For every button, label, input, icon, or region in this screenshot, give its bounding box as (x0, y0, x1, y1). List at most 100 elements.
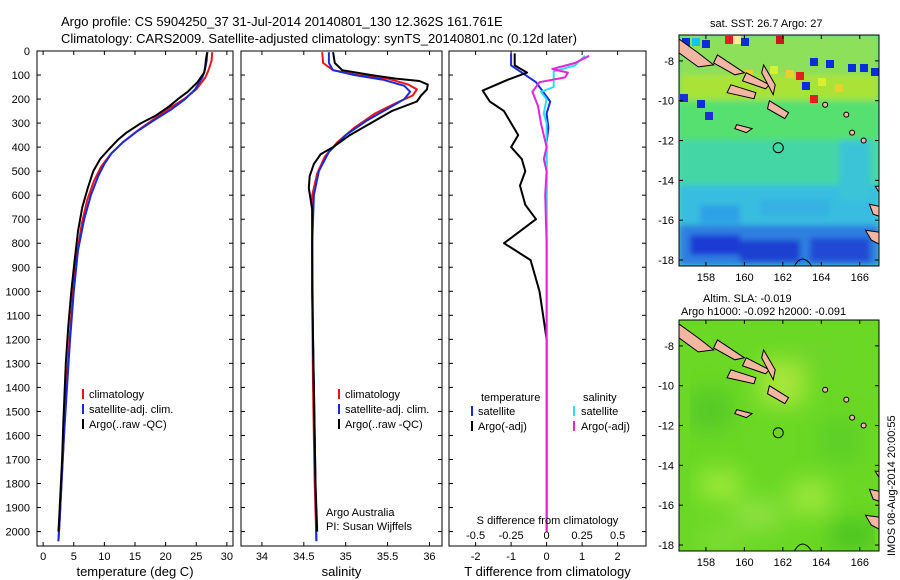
x-tick-label: 34.5 (293, 551, 314, 563)
s-axis-label: S difference from climatology (477, 515, 619, 527)
map-x-tick-label: 166 (851, 557, 869, 569)
sst-pixel (871, 68, 879, 76)
map-x-tick-label: 164 (812, 272, 830, 284)
sst-pixel (802, 82, 810, 90)
plot-salinity: 34 34.5 35 35.5 36 salinity climatology satelli… (240, 50, 443, 579)
island-shape (868, 488, 879, 502)
x-tick-label: -2 (471, 551, 481, 563)
x-tick-label: 0 (544, 551, 550, 563)
map-y-tick-label: -8 (664, 341, 674, 353)
map-x-tick-label: 160 (735, 272, 753, 284)
islet-shape (843, 111, 850, 118)
island-shape (766, 384, 790, 405)
depth-tick-label: 1200 (6, 334, 30, 346)
sst-cool-patch (840, 140, 870, 200)
depth-tick-label: 800 (12, 238, 30, 250)
argo-position-marker (772, 142, 784, 154)
sla-map-title-2: Argo h1000: -0.092 h2000: -0.091 (681, 306, 846, 318)
sst-cool-patch (810, 238, 870, 262)
map-y-tick-label: -16 (658, 215, 674, 227)
s-tick-label: 0.25 (571, 530, 592, 542)
legend-label: satellite-adj. clim. (89, 404, 173, 416)
sla-map-frame (678, 319, 880, 552)
islet-shape (860, 422, 867, 429)
sst-pixel (741, 38, 749, 46)
sla-map-axes: 158 160 162 164 166 -8 -10 -12 -14 -16 -18 (658, 320, 879, 569)
sla-patch (700, 525, 740, 551)
map-x-tick-label: 162 (774, 272, 792, 284)
sla-map (679, 320, 879, 551)
x-tick-label: 0 (40, 551, 46, 563)
sst-pixel (770, 66, 778, 74)
depth-tick-label: 0 (24, 46, 30, 58)
map-x-tick-label: 158 (697, 272, 715, 284)
sst-cool-patch (700, 205, 740, 223)
x-tick-label: 25 (190, 551, 202, 563)
reef-outline (793, 258, 813, 266)
x-tick-label: 20 (160, 551, 172, 563)
sst-pixel (860, 64, 868, 72)
depth-tick-label: 300 (12, 118, 30, 130)
map-y-tick-label: -12 (658, 136, 674, 148)
x-tick-label: -1 (506, 551, 516, 563)
header-line-2: Climatology: CARS2009. Satellite-adjuste… (61, 31, 577, 46)
x-tick-label: 34 (256, 551, 268, 563)
header-line-1: Argo profile: CS 5904250_37 31-Jul-2014 … (61, 14, 503, 29)
s-tick-label: -0.5 (466, 530, 485, 542)
map-y-tick-label: -8 (664, 56, 674, 68)
series-line-argo-raw-qc- (57, 52, 209, 532)
series-line-s-argo-adj- (531, 54, 590, 532)
depth-tick-label: 1900 (6, 503, 30, 515)
sst-pixel (810, 58, 818, 66)
sst-pixel (697, 100, 705, 108)
legend-title-temperature: temperature (481, 392, 540, 404)
island-shape (766, 99, 790, 120)
legend-label: satellite (581, 406, 618, 418)
sla-cells (690, 340, 875, 551)
island-shape (712, 54, 746, 76)
side-stamp: IMOS 08-Aug-2014 20:00:55 (886, 415, 898, 556)
islet-shape (860, 137, 867, 144)
depth-tick-label: 100 (12, 70, 30, 82)
sst-map-title: sat. SST: 26.7 Argo: 27 (710, 18, 823, 30)
sla-land (679, 323, 879, 551)
x-tick-label: 35.5 (377, 551, 398, 563)
depth-tick-label: 1100 (6, 310, 30, 322)
reef-outline (793, 543, 813, 551)
profile-plots: 0100200300400500600700800900100011001200… (6, 46, 647, 579)
x-tick-label: 2 (615, 551, 621, 563)
x-axis-label: temperature (deg C) (76, 564, 193, 579)
legend-label: Argo(..raw -QC) (345, 419, 423, 431)
x-axis-label: T difference from climatology (464, 564, 631, 579)
sst-pixel (848, 64, 856, 72)
sst-pixel (702, 40, 710, 48)
map-y-tick-label: -10 (658, 96, 674, 108)
sla-patch (830, 520, 875, 550)
depth-tick-label: 400 (12, 142, 30, 154)
island-shape (734, 409, 754, 419)
legend-label: Argo(-adj) (478, 421, 527, 433)
islet-shape (849, 414, 856, 421)
depth-tick-label: 2000 (6, 527, 30, 539)
sla-patch (690, 390, 730, 430)
axes-box (240, 50, 443, 547)
x-tick-label: 36 (423, 551, 435, 563)
sla-map-title: Altim. SLA: -0.019 (703, 293, 792, 305)
sst-pixel (786, 70, 794, 78)
island-shape (741, 72, 771, 90)
map-x-tick-label: 158 (697, 557, 715, 569)
sst-pixel (705, 112, 713, 120)
s-tick-label: 0 (544, 530, 550, 542)
x-axis-label: salinity (322, 564, 362, 579)
depth-tick-label: 700 (12, 214, 30, 226)
depth-tick-label: 500 (12, 166, 30, 178)
series-line-t-satellite (510, 53, 552, 532)
island-shape (712, 339, 746, 361)
axes-box (448, 50, 647, 547)
sst-cool-patch (690, 235, 740, 255)
plot-differences: -2 -1 0 1 2T difference from climatology temp… (448, 50, 647, 579)
x-tick-label: 5 (71, 551, 77, 563)
islet-shape (843, 396, 850, 403)
sst-pixel (835, 84, 843, 92)
